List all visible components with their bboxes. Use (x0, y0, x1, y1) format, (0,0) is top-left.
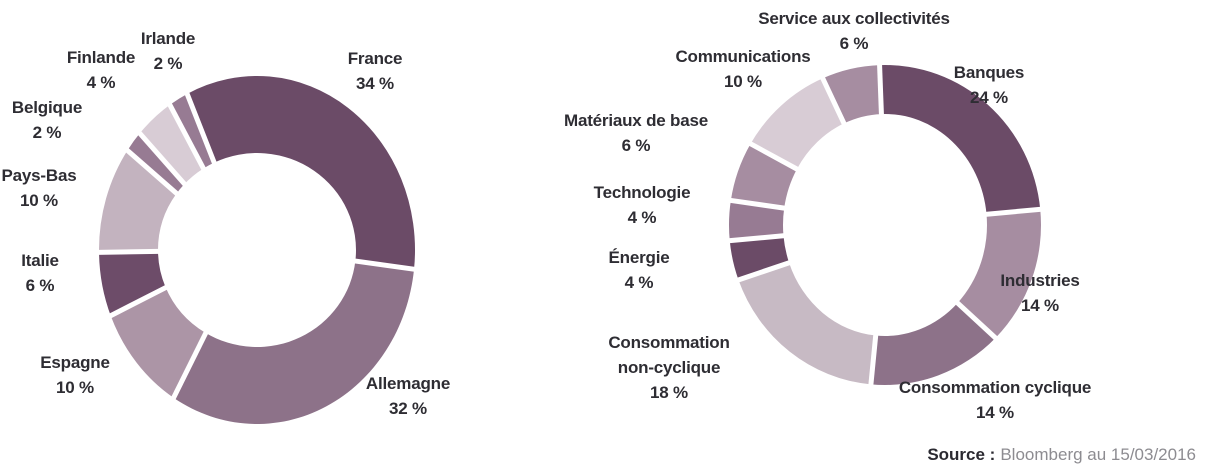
source-label: Source : (927, 445, 996, 464)
pie-label-value: 10 % (20, 191, 58, 210)
pie-label-value: 14 % (1021, 296, 1059, 315)
slice-divider (730, 257, 798, 285)
source-caption: Source : Bloomberg au 15/03/2016 (927, 444, 1196, 466)
slice-divider (876, 57, 885, 123)
pie-label-value: 32 % (389, 399, 427, 418)
pie-label-value: 6 % (25, 276, 55, 295)
slice-industries (957, 209, 1042, 338)
pie-label-espagne: Espagne 10 % (0, 350, 225, 400)
pie-label-value: 4 % (86, 73, 116, 92)
pie-label-value: 10 % (724, 72, 762, 91)
pie-label-value: 34 % (356, 74, 394, 93)
pie-label-name: Consommation (608, 333, 730, 352)
pie-label-italie: Italie 6 % (0, 248, 190, 298)
slice-divider (167, 324, 212, 407)
slice-divider (347, 257, 423, 273)
pie-label-value: 4 % (627, 208, 657, 227)
pie-label-name: Espagne (40, 353, 110, 372)
slice-divider (722, 196, 793, 212)
pie-label-value: 2 % (153, 54, 183, 73)
pie-label-banques: Banques 24 % (839, 60, 1139, 110)
pie-label-name: Pays-Bas (1, 166, 77, 185)
slice-divider (163, 96, 210, 177)
pie-label-allemagne: Allemagne 32 % (258, 371, 558, 421)
pie-label-value: 14 % (976, 403, 1014, 422)
pie-label-name: non-cyclique (617, 358, 721, 377)
sector-donut-chart (721, 57, 1049, 393)
slice-divider (119, 143, 185, 201)
pie-label-france: France 34 % (225, 46, 525, 96)
pie-label-consommation-non-cyclique: Consommation non-cyclique 18 % (519, 330, 819, 405)
pie-label-irlande: Irlande 2 % (18, 26, 318, 76)
pie-label-name: France (347, 49, 403, 68)
slice-divider (102, 281, 175, 322)
pie-label-industries: Industries 14 % (890, 268, 1190, 318)
slice-finlande (140, 104, 203, 185)
pie-label-name: Belgique (11, 98, 83, 117)
pie-label-value: 6 % (621, 136, 651, 155)
slice-italie (99, 251, 166, 317)
pie-label-name: Industries (1000, 271, 1080, 290)
pie-label-name: Finlande (66, 48, 136, 67)
pie-label-belgique: Belgique 2 % (0, 95, 197, 145)
pie-label-value: 18 % (650, 383, 688, 402)
slice-divider (867, 327, 879, 393)
pie-label-finlande: Finlande 4 % (0, 45, 251, 95)
country-donut-chart (90, 75, 423, 425)
source-value: Bloomberg au 15/03/2016 (1000, 445, 1196, 464)
pie-label-value: 10 % (56, 378, 94, 397)
pie-label-consommation-cyclique: Consommation cyclique 14 % (845, 375, 1145, 425)
pie-label-name: Banques (953, 63, 1025, 82)
slice-technologie (728, 200, 785, 241)
pie-label-energie: Énergie 4 % (489, 245, 789, 295)
slice-consommation-non-cyclique (738, 262, 876, 385)
slice-pays-bas (99, 149, 177, 253)
pie-label-service-aux-collectivites: Service aux collectivités 6 % (704, 6, 1004, 56)
pie-label-materiaux-de-base: Matériaux de base 6 % (486, 108, 786, 158)
pie-label-name: Énergie (608, 248, 670, 267)
pie-label-value: 6 % (839, 34, 869, 53)
slice-irlande (170, 93, 214, 169)
slice-divider (181, 85, 220, 171)
slice-espagne (110, 286, 206, 399)
pie-label-value: 24 % (970, 88, 1008, 107)
slice-divider (132, 125, 192, 192)
slice-divider (950, 295, 1004, 346)
pie-label-value: 2 % (32, 123, 62, 142)
slice-france (187, 75, 416, 270)
pie-label-technologie: Technologie 4 % (492, 180, 792, 230)
slice-divider (721, 232, 792, 244)
slice-allemagne (174, 260, 415, 425)
pie-label-name: Consommation cyclique (898, 378, 1092, 397)
pie-label-name: Technologie (593, 183, 691, 202)
slice-divider (978, 206, 1049, 218)
slice-communications (750, 78, 845, 169)
slice-consommation-cyclique (870, 303, 996, 385)
slice-divider (90, 248, 167, 256)
pie-label-name: Irlande (140, 29, 196, 48)
pie-label-pays-bas: Pays-Bas 10 % (0, 163, 189, 213)
slice-belgique (127, 132, 184, 195)
pie-label-name: Italie (21, 251, 59, 270)
pie-label-name: Service aux collectivités (758, 9, 950, 28)
slice-energie (729, 235, 790, 280)
slice-divider (817, 69, 850, 132)
pie-label-value: 4 % (624, 273, 654, 292)
pie-label-name: Allemagne (365, 374, 451, 393)
slice-divider (742, 137, 806, 176)
pie-label-name: Matériaux de base (564, 111, 708, 130)
pie-label-communications: Communications 10 % (593, 44, 893, 94)
pie-label-name: Communications (675, 47, 811, 66)
slice-banques (879, 65, 1041, 215)
